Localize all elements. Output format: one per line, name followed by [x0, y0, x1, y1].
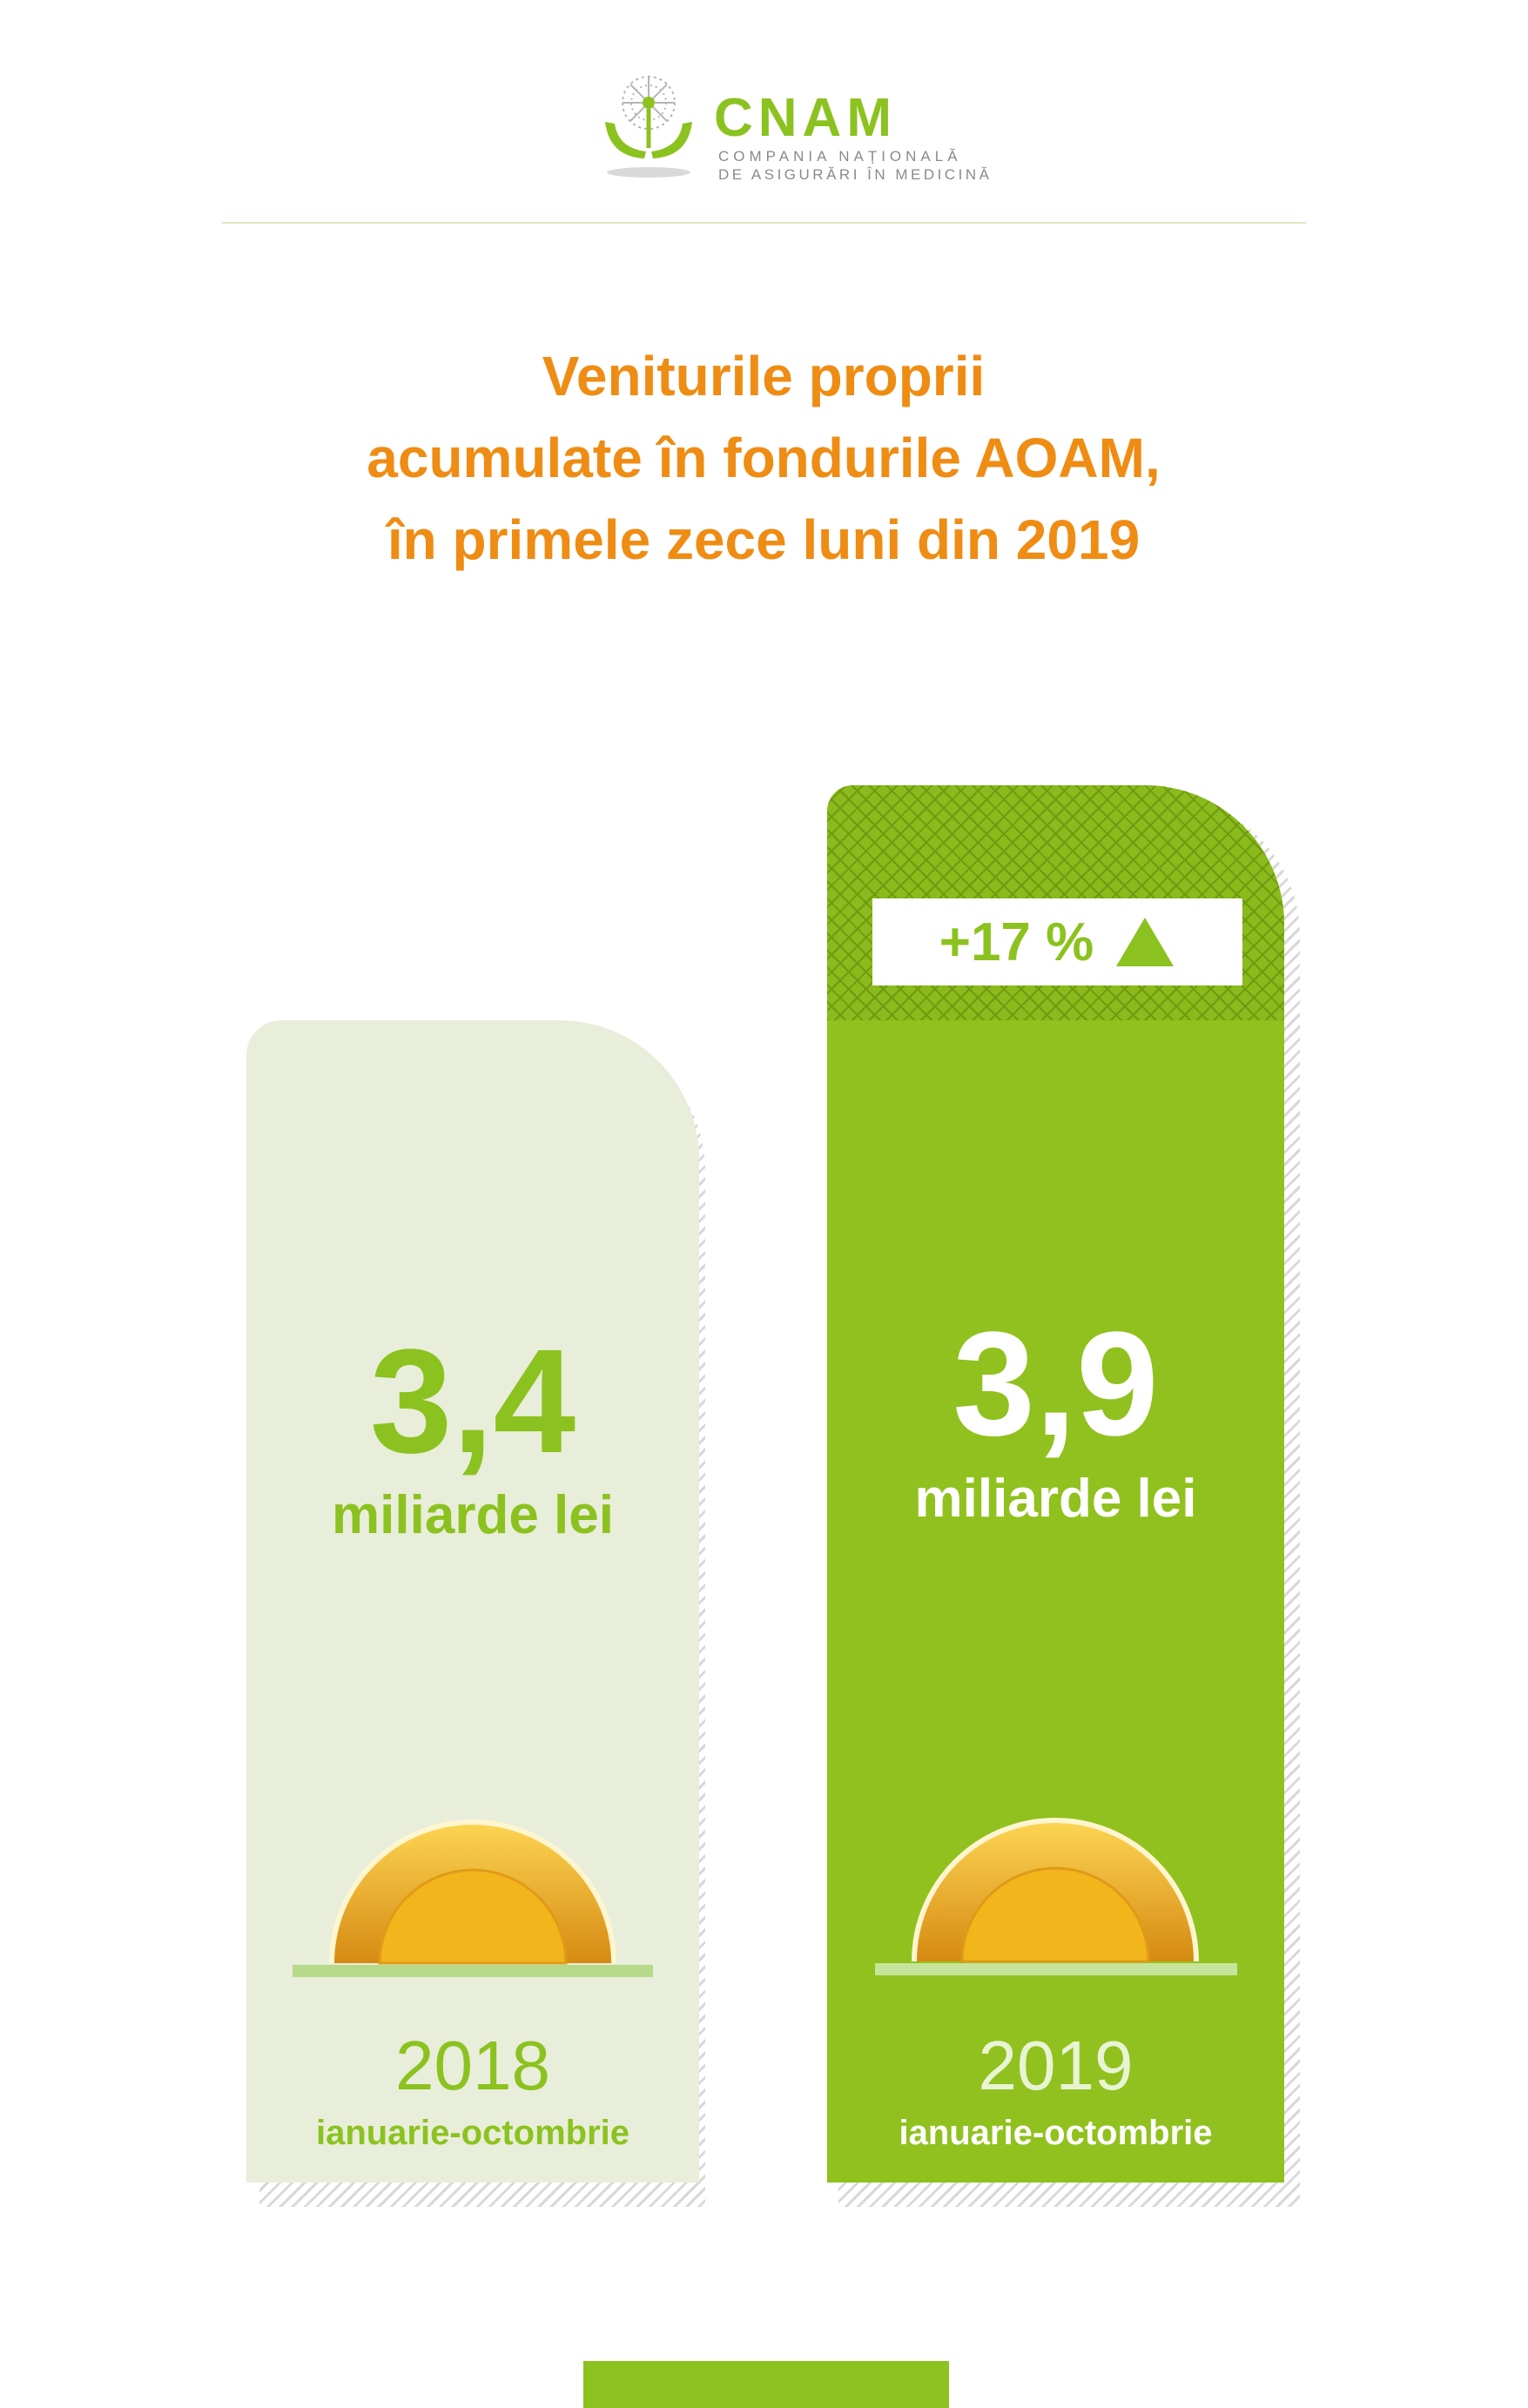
bar-2018-unit-label: miliarde lei — [332, 1485, 614, 1545]
bar-2018: 3,4 miliarde lei 2018 ianuarie-octombrie — [246, 1020, 699, 2183]
coin-slot — [875, 1963, 1237, 1975]
bar-2019-value-label: 3,9 — [952, 1302, 1159, 1467]
header-divider — [222, 222, 1306, 224]
dandelion-hands-icon — [605, 76, 692, 178]
change-label: +17 % — [939, 911, 1094, 972]
logo-subtitle-line2: DE ASIGURĂRI ÎN MEDICINĂ — [718, 166, 993, 183]
cnam-logo: CNAM COMPANIA NAȚIONALĂ DE ASIGURĂRI ÎN … — [592, 61, 989, 183]
title-line-3: în primele zece luni din 2019 — [387, 508, 1141, 571]
title-line-1: Veniturile proprii — [542, 345, 986, 407]
logo-wordmark: CNAM — [714, 88, 897, 148]
page-title: Veniturile proprii acumulate în fonduril… — [154, 335, 1373, 581]
change-badge: +17 % — [872, 898, 1242, 985]
title-line-2: acumulate în fondurile AOAM, — [367, 427, 1161, 489]
bar-2018-period-label: ianuarie-octombrie — [315, 2114, 630, 2152]
bar-2018-year-label: 2018 — [395, 2027, 550, 2104]
bar-2018-value-label: 3,4 — [369, 1319, 576, 1484]
coin-icon — [329, 1819, 616, 1965]
bar-2019-unit-label: miliarde lei — [914, 1469, 1197, 1529]
up-triangle-icon — [1116, 918, 1175, 966]
bar-2019-year-label: 2019 — [978, 2027, 1134, 2104]
footer-accent-bar — [583, 2361, 949, 2408]
bar-2019-period-label: ianuarie-octombrie — [899, 2114, 1213, 2152]
bar-2019: +17 % 3,9 miliarde lei 2019 ianuarie-oct… — [827, 785, 1284, 2183]
logo-subtitle-line1: COMPANIA NAȚIONALĂ — [718, 148, 962, 165]
coin-icon — [912, 1818, 1199, 1963]
coin-slot — [293, 1965, 653, 1977]
